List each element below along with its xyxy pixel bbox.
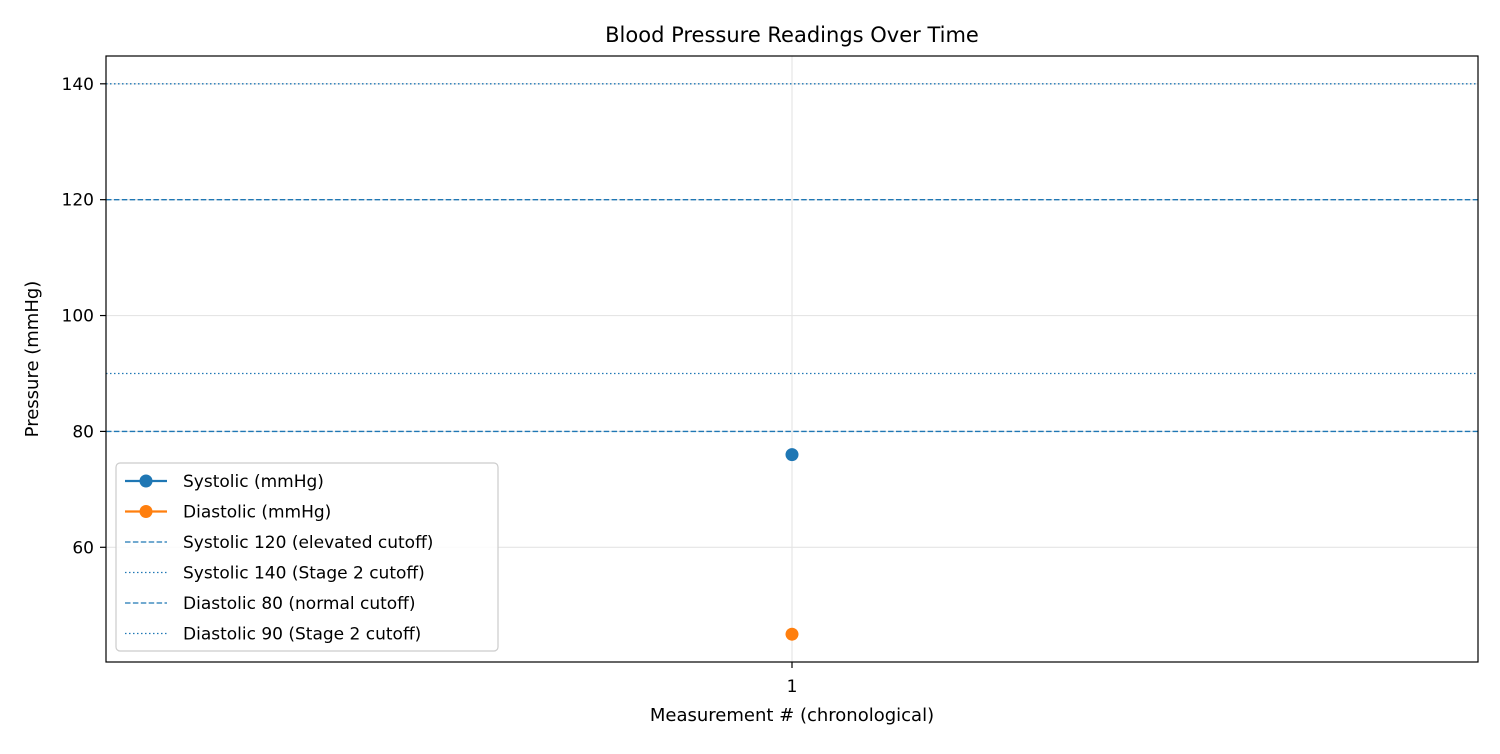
series-layer [785,448,799,641]
reference-lines-layer [106,83,1478,433]
legend-box [115,462,499,652]
legend-label: Systolic 120 (elevated cutoff) [183,533,433,553]
y-axis-label: Pressure (mmHg) [22,281,43,438]
legend-label: Systolic (mmHg) [183,472,324,492]
y-tick-label: 120 [62,191,94,211]
legend-label: Systolic 140 (Stage 2 cutoff) [183,564,425,584]
data-point [785,627,799,641]
x-tick-label: 1 [787,677,798,697]
legend-label: Diastolic (mmHg) [183,503,331,523]
x-axis-label: Measurement # (chronological) [650,705,934,726]
data-point [785,448,799,462]
legend: Systolic (mmHg) Diastolic (mmHg) Systolic … [115,462,499,652]
y-tick-label: 100 [62,307,94,327]
y-tick-label: 60 [72,538,94,558]
chart-title: Blood Pressure Readings Over Time [605,23,979,47]
legend-label: Diastolic 80 (normal cutoff) [183,594,416,614]
legend-swatch-marker [139,505,153,518]
y-tick-label: 140 [62,75,94,95]
legend-label: Diastolic 90 (Stage 2 cutoff) [183,625,421,645]
axis-layer: 60 80 100 120 140 1 [62,75,798,697]
y-tick-label: 80 [72,422,94,442]
legend-swatch-marker [139,474,153,488]
